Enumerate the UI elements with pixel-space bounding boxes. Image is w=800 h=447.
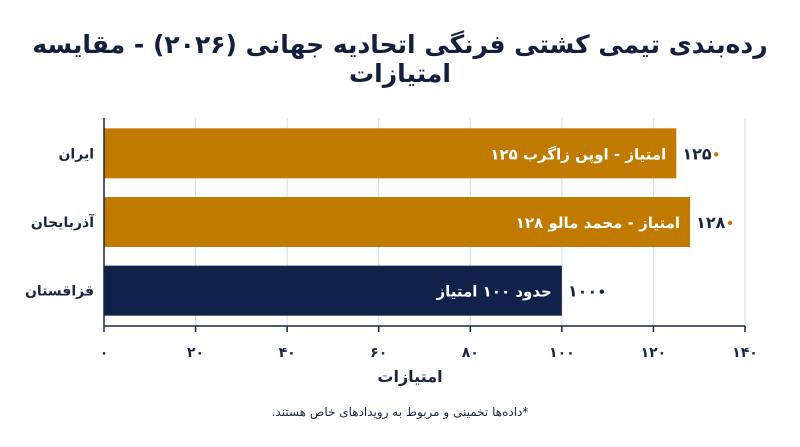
x-tick-label: ۸۰ (462, 345, 479, 361)
bar (104, 265, 562, 316)
bars (104, 128, 691, 316)
data-label-dot (714, 152, 719, 157)
footnote: *داده‌ها تخمینی و مربوط به رویدادهای خاص… (271, 405, 529, 419)
data-label-dot (727, 220, 733, 226)
axes (103, 118, 746, 332)
x-tick-label: ۲۰ (187, 345, 204, 361)
chart-title: رده‌بندی تیمی کشتی فرنگی اتحادیه جهانی (… (32, 30, 768, 88)
data-label: ۱۲۵ (682, 144, 712, 163)
data-label-dot (599, 289, 605, 294)
x-tick-label: ۱۰۰ (549, 345, 575, 361)
y-tick-label: آذربایجان (31, 213, 95, 231)
data-label: ۱۲۸ (696, 213, 726, 232)
y-tick-label: ایران (58, 146, 94, 162)
labels: ۰ ۲۰ ۴۰ ۶۰ ۸۰ ۱۰۰ ۱۲۰ ۱۴۰ ایران ۱۲۵ امتیاز - اوپن… (25, 144, 758, 361)
x-tick-label: ۰ (100, 345, 109, 361)
x-tick-label: ۴۰ (279, 345, 296, 361)
bar (104, 197, 691, 247)
x-tick-label: ۱۲۰ (641, 345, 667, 361)
x-axis-label: امتیازات (377, 367, 442, 386)
bar-inner-label: ۱۲۵ امتیاز - اوپن زاگرب (490, 145, 666, 164)
bar-inner-label: حدود ۱۰۰ امتیاز (435, 283, 551, 301)
x-tick-label: ۶۰ (370, 345, 387, 361)
y-tick-label: قزاقستان (25, 284, 94, 300)
x-tick-label: ۱۴۰ (732, 345, 758, 361)
data-label: ۱۰۰ (568, 282, 597, 301)
bar-inner-label: ۱۲۸ امتیاز - محمد مالو (516, 214, 680, 232)
bar (104, 128, 677, 179)
